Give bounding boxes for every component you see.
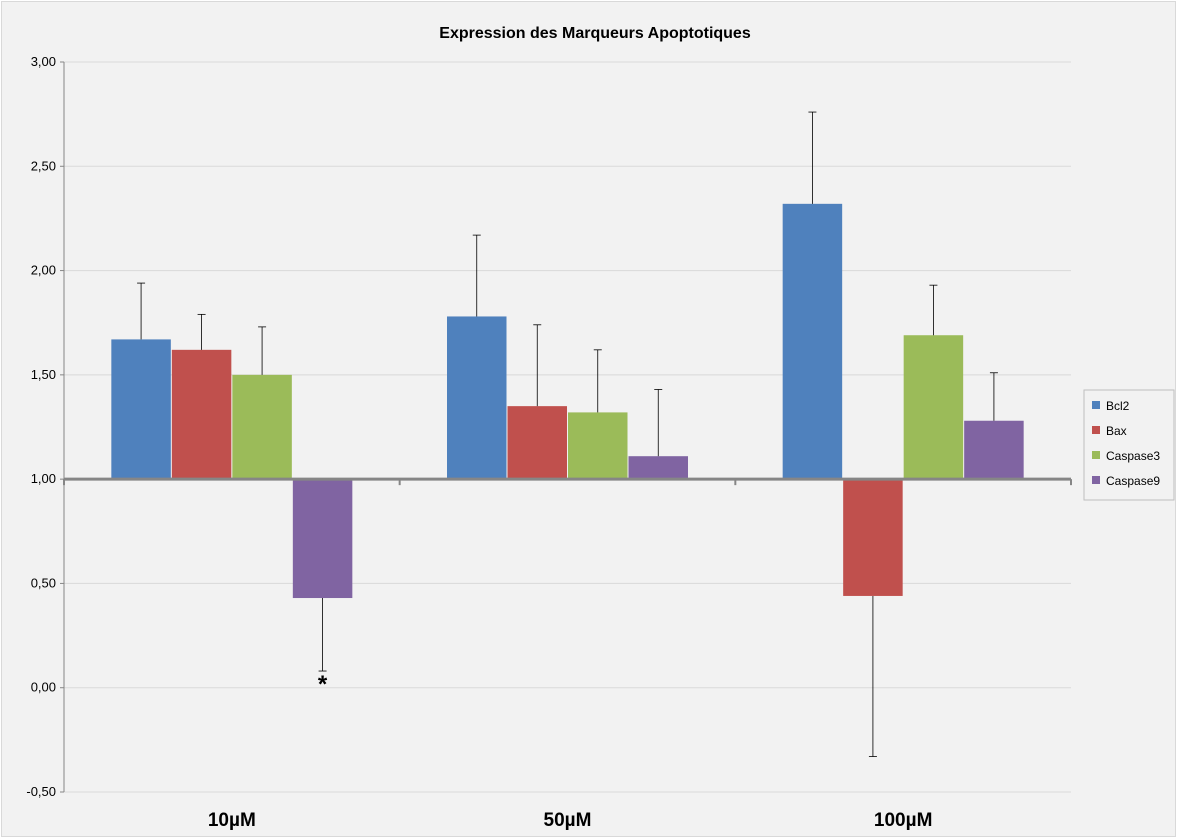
legend-label-bcl2: Bcl2 (1106, 399, 1130, 413)
y-tick-label: -0,50 (26, 784, 56, 799)
chart-title: Expression des Marqueurs Apoptotiques (439, 25, 751, 42)
axes (60, 61, 1072, 793)
bar-bcl2 (111, 339, 171, 480)
bar-caspase9 (628, 456, 688, 480)
bar-bax (171, 349, 232, 480)
y-tick-label: 3,00 (31, 54, 56, 69)
axis-labels: -0,50 0,00 0,50 1,00 1,50 2,00 2,50 3,00 10µM 50µ… (26, 54, 932, 831)
significance-marker: * (318, 671, 328, 698)
bar-caspase3 (903, 335, 964, 480)
legend-label-caspase3: Caspase3 (1106, 449, 1160, 463)
bar-bax (843, 479, 903, 596)
x-tick-label: 50µM (544, 810, 592, 831)
bar-caspase9 (964, 420, 1024, 480)
legend-swatch-caspase3 (1092, 451, 1100, 459)
legend-swatch-caspase9 (1092, 476, 1100, 484)
bar-bcl2 (782, 203, 843, 480)
error-bars (137, 111, 998, 757)
x-tick-label: 10µM (208, 810, 256, 831)
bar-caspase9 (292, 479, 353, 599)
y-tick-label: 2,00 (31, 263, 56, 278)
legend-swatch-bax (1092, 426, 1100, 434)
y-tick-label: 1,00 (31, 471, 56, 486)
legend: Bcl2 Bax Caspase3 Caspase9 (1083, 389, 1175, 501)
y-tick-label: 2,50 (31, 158, 56, 173)
x-tick-label: 100µM (874, 810, 932, 831)
annotations: * (318, 671, 328, 698)
legend-swatch-bcl2 (1092, 401, 1100, 409)
legend-label-caspase9: Caspase9 (1106, 474, 1160, 488)
bars (111, 203, 1024, 599)
bar-caspase3 (568, 412, 628, 480)
bar-caspase3 (232, 374, 292, 480)
y-tick-label: 0,00 (31, 680, 56, 695)
y-tick-label: 0,50 (31, 575, 56, 590)
bar-bax (507, 406, 567, 480)
bar-bcl2 (447, 316, 507, 480)
legend-label-bax: Bax (1106, 424, 1127, 438)
y-tick-label: 1,50 (31, 367, 56, 382)
